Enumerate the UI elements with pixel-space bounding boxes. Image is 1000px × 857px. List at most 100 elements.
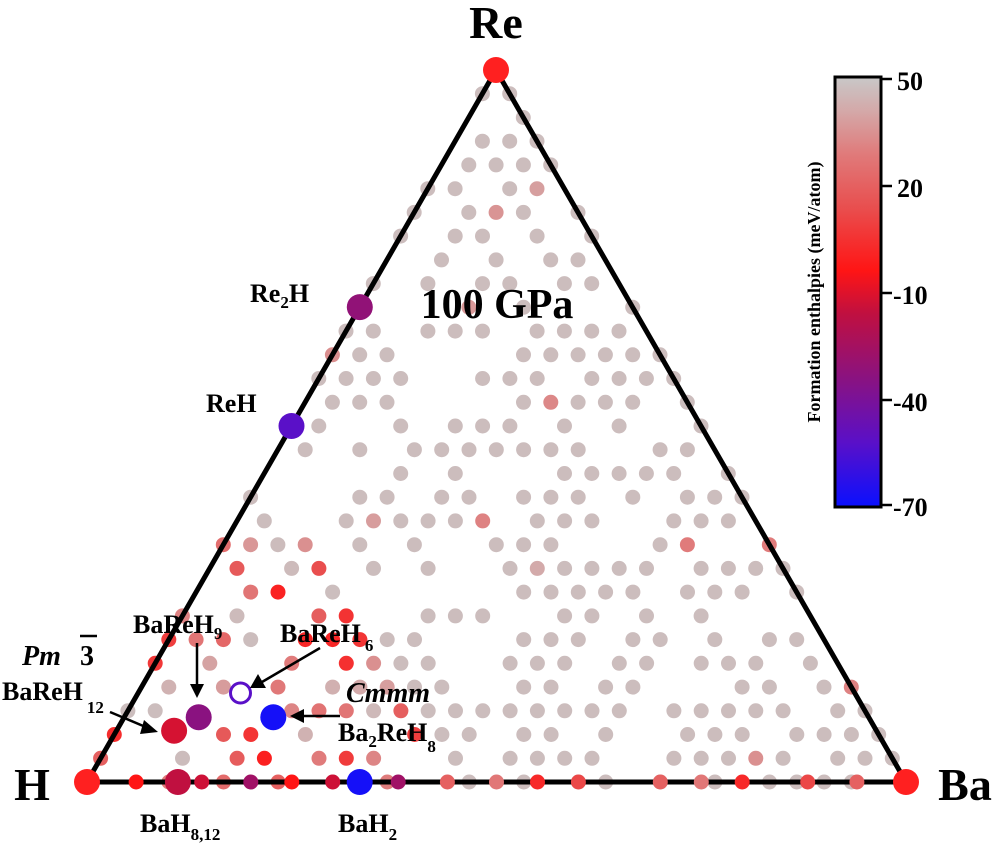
grid-point <box>393 466 409 481</box>
grid-point <box>461 442 477 458</box>
grid-point <box>502 560 518 576</box>
grid-point <box>311 418 327 434</box>
corner-point <box>893 769 919 795</box>
colorbar-tick-m70: -70 <box>893 493 928 522</box>
grid-point <box>488 252 504 268</box>
grid-point <box>557 703 573 719</box>
edge-point-h-ba <box>693 774 709 790</box>
grid-point <box>543 252 559 268</box>
edge-point-h-ba <box>570 774 586 790</box>
edge-point-h-ba <box>800 774 816 790</box>
grid-point <box>352 632 368 648</box>
colorbar <box>833 75 883 509</box>
grid-point <box>625 679 641 695</box>
grid-point <box>734 727 750 742</box>
grid-point <box>420 703 436 719</box>
grid-point <box>556 323 572 339</box>
phase-point-reh <box>278 413 305 439</box>
grid-point <box>297 727 313 742</box>
grid-point <box>570 347 586 363</box>
grid-point <box>557 560 573 576</box>
edge-point-h-ba <box>194 774 210 790</box>
label-bareh6: BaReH 6 <box>280 619 373 655</box>
grid-point <box>407 632 422 648</box>
grid-point <box>584 513 600 529</box>
grid-point <box>461 157 477 173</box>
grid-point <box>420 655 436 671</box>
grid-point <box>406 442 422 458</box>
grid-point <box>543 727 559 742</box>
grid-point <box>366 703 382 719</box>
grid-point <box>366 655 382 671</box>
grid-point <box>420 513 436 529</box>
phase-point-cmmm-ba2reh8 <box>260 704 287 731</box>
vertex-label-re: Re <box>469 0 523 48</box>
grid-point <box>816 679 832 695</box>
grid-point <box>352 442 368 458</box>
grid-point <box>488 442 504 458</box>
grid-point <box>516 537 532 553</box>
grid-point <box>448 750 463 766</box>
grid-point <box>338 655 354 671</box>
grid-point <box>502 655 518 671</box>
grid-point <box>611 703 627 719</box>
grid-point <box>488 204 504 220</box>
edge-point-h-ba <box>128 774 144 790</box>
grid-point <box>543 584 559 600</box>
grid-point <box>666 703 682 719</box>
grid-point <box>516 489 532 505</box>
grid-point <box>515 157 531 173</box>
grid-point <box>557 750 573 766</box>
grid-point <box>666 513 682 529</box>
grid-point <box>311 750 327 766</box>
grid-point <box>270 679 286 695</box>
grid-point <box>352 394 368 410</box>
grid-point <box>475 513 491 529</box>
grid-point <box>584 276 600 292</box>
grid-point <box>584 608 600 624</box>
grid-point <box>761 632 777 648</box>
grid-point <box>720 560 736 576</box>
grid-point <box>434 252 449 268</box>
grid-point <box>638 371 654 386</box>
grid-point <box>447 323 463 339</box>
grid-point <box>570 252 586 268</box>
grid-point <box>584 323 600 339</box>
grid-point <box>379 394 395 410</box>
grid-point <box>243 584 259 600</box>
grid-point <box>543 442 559 458</box>
grid-point <box>570 394 586 410</box>
svg-text:Pm: Pm <box>21 641 61 672</box>
grid-point <box>748 560 764 576</box>
colorbar-ticks <box>881 77 892 507</box>
label-cmmm-spacegroup: Cmmm <box>346 678 430 709</box>
grid-point <box>693 560 709 576</box>
grid-point <box>407 727 423 742</box>
grid-point <box>516 584 532 600</box>
grid-point <box>775 750 791 766</box>
edge-point-h-ba <box>530 774 545 790</box>
label-bah2: BaH2 <box>338 809 397 844</box>
pressure-title: 100 GPa <box>421 282 574 328</box>
grid-point <box>598 679 614 695</box>
grid-point <box>475 276 490 292</box>
stable-phase-points <box>74 57 919 795</box>
grid-point <box>707 584 723 600</box>
grid-point <box>393 703 409 719</box>
grid-point <box>529 560 545 576</box>
grid-point <box>679 489 695 505</box>
grid-point <box>297 632 313 648</box>
grid-point <box>243 632 259 648</box>
grid-point <box>611 371 627 386</box>
grid-point <box>830 703 846 719</box>
phase-point-bareh9 <box>185 704 212 731</box>
grid-point <box>475 371 491 386</box>
grid-point <box>557 418 572 434</box>
grid-point <box>557 655 573 671</box>
grid-point <box>556 276 572 292</box>
grid-point <box>352 537 368 553</box>
vertex-label-ba: Ba <box>938 759 992 810</box>
grid-point <box>557 608 573 624</box>
grid-point <box>748 655 764 671</box>
grid-point <box>584 466 600 481</box>
